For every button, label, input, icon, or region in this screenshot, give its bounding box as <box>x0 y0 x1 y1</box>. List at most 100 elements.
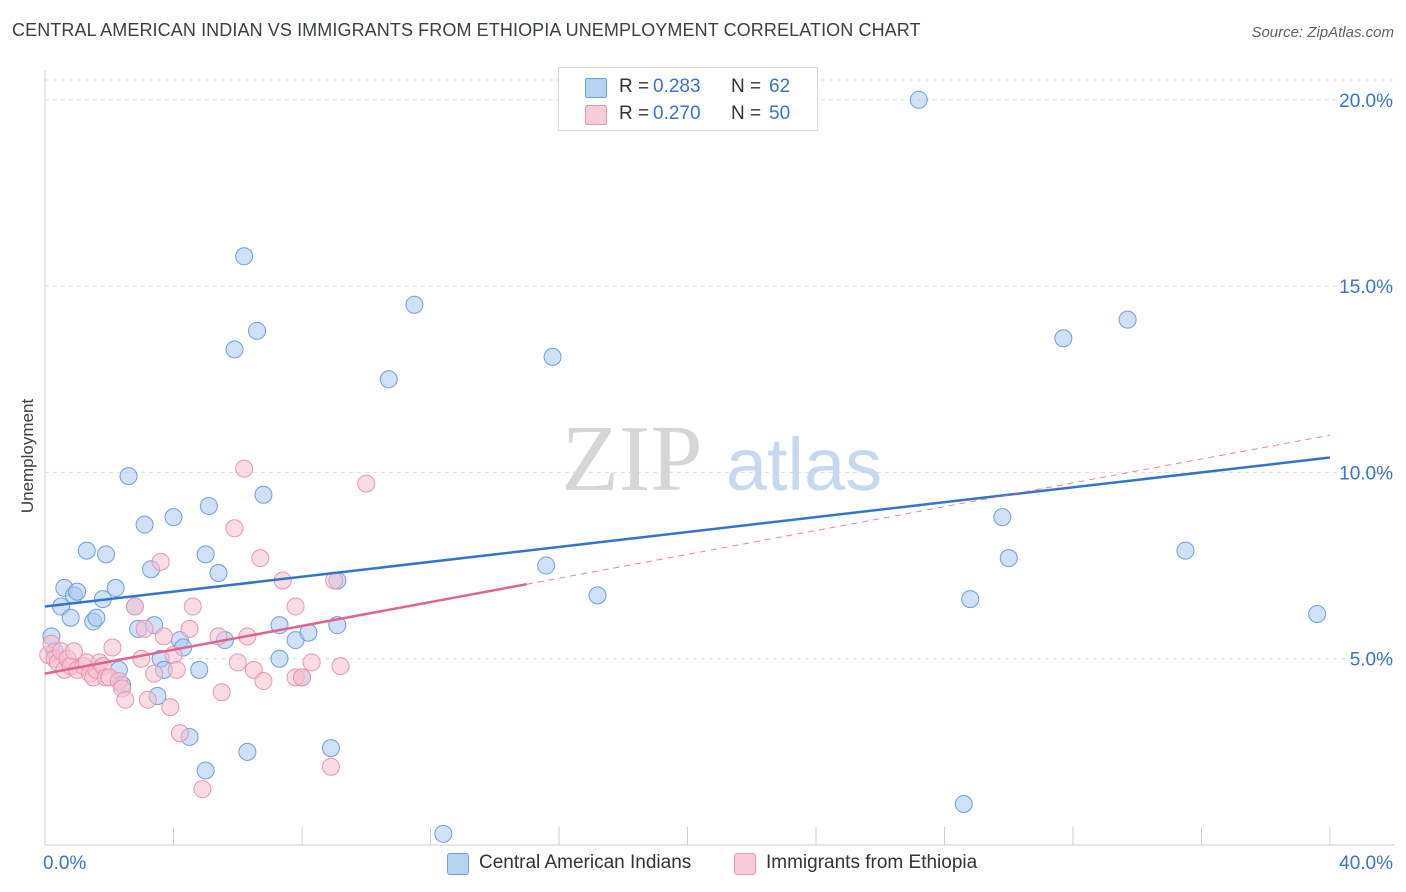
pink-trend-extension <box>526 434 1331 585</box>
blue-point <box>434 824 453 843</box>
legend-r-value: 0.270 <box>653 103 701 124</box>
legend-r-label: R = <box>619 103 650 124</box>
pink-point <box>225 519 244 538</box>
blue-point <box>909 90 928 109</box>
pink-point <box>235 459 254 478</box>
blue-point <box>164 508 183 527</box>
blue-point <box>235 247 254 266</box>
legend-n-label: N = <box>731 76 762 97</box>
y-tick-label: 20.0% <box>1339 91 1393 112</box>
blue-point <box>97 545 116 564</box>
blue-point <box>77 541 96 560</box>
pink-point <box>331 657 350 676</box>
blue-point <box>1176 541 1195 560</box>
blue-point <box>379 370 398 389</box>
legend-n-value: 50 <box>769 103 791 124</box>
blue-point <box>61 608 80 627</box>
legend-r-value: 0.283 <box>653 76 701 97</box>
y-tick-label: 5.0% <box>1350 650 1393 671</box>
axes <box>44 70 1395 846</box>
legend-n-label: N = <box>731 103 762 124</box>
pink-point <box>212 683 231 702</box>
pink-point <box>145 664 164 683</box>
watermark-atlas: atlas <box>726 423 882 506</box>
chart-title: CENTRAL AMERICAN INDIAN VS IMMIGRANTS FR… <box>12 20 921 40</box>
pink-point <box>293 668 311 687</box>
pink-point <box>254 672 273 691</box>
pink-point <box>138 690 157 709</box>
pink-point <box>183 597 202 616</box>
pink-point <box>286 597 305 616</box>
pink-point <box>251 549 270 568</box>
blue-point <box>1308 604 1327 623</box>
blue-point <box>135 515 154 534</box>
pink-point <box>64 642 83 661</box>
pink-point <box>161 698 180 717</box>
pink-point <box>302 653 321 672</box>
y-axis-label: Unemployment <box>18 398 37 514</box>
series-name: Immigrants from Ethiopia <box>766 852 978 873</box>
blue-point <box>1118 310 1137 329</box>
pink-point <box>135 619 154 638</box>
pink-point <box>125 597 144 616</box>
data-points <box>39 90 1327 843</box>
blue-point <box>954 795 973 814</box>
blue-point <box>196 761 215 780</box>
blue-point <box>961 590 980 609</box>
blue-point <box>190 660 209 679</box>
blue-point <box>196 545 215 564</box>
legend-r-label: R = <box>619 76 650 97</box>
trend-lines <box>44 434 1331 675</box>
pink-point <box>151 552 170 571</box>
blue-point <box>254 485 273 504</box>
blue-point <box>199 496 218 515</box>
pink-point <box>180 619 199 638</box>
pink-trend-line <box>44 582 528 675</box>
blue-point <box>1054 329 1073 348</box>
pink-point <box>154 627 173 646</box>
pink-point <box>132 649 151 668</box>
gridlines <box>45 79 1395 660</box>
pink-point <box>357 474 376 493</box>
watermark: ZIP atlas <box>562 407 883 511</box>
source-label: Source: ZipAtlas.com <box>1251 24 1394 41</box>
blue-point <box>588 586 607 605</box>
blue-point <box>238 742 257 761</box>
blue-point <box>543 347 562 366</box>
legend-swatch-pink <box>585 105 607 125</box>
legend-swatch-blue <box>585 78 607 98</box>
blue-point <box>87 608 106 627</box>
y-tick-label: 10.0% <box>1339 463 1393 484</box>
watermark-zip: ZIP <box>562 407 703 511</box>
pink-point <box>170 724 189 743</box>
y-tick-label: 15.0% <box>1339 277 1393 298</box>
pink-point <box>116 690 135 709</box>
series-name: Central American Indians <box>479 852 692 873</box>
blue-point <box>270 649 289 668</box>
pink-point <box>167 660 186 679</box>
series-swatch-pink <box>734 853 756 875</box>
x-tick-label: 0.0% <box>43 853 86 874</box>
pink-point <box>321 757 340 776</box>
blue-point <box>537 556 556 575</box>
blue-point <box>209 564 228 583</box>
x-tick-label: 40.0% <box>1339 853 1393 874</box>
blue-point <box>405 295 424 314</box>
tick-labels: 5.0% 10.0% 15.0% 20.0% 0.0% 40.0% <box>43 91 1393 874</box>
pink-point <box>228 653 247 672</box>
blue-point <box>248 321 267 340</box>
blue-point <box>106 578 125 597</box>
correlation-legend: R = 0.283 N = 62 R = 0.270 N = 50 <box>558 67 818 131</box>
legend-n-value: 62 <box>769 76 791 97</box>
blue-point <box>993 508 1012 527</box>
blue-point <box>68 582 87 601</box>
blue-point <box>999 549 1018 568</box>
blue-trend-line <box>44 456 1331 608</box>
pink-point <box>193 780 212 799</box>
blue-point <box>321 739 340 758</box>
pink-point <box>103 638 122 657</box>
blue-point <box>119 467 138 486</box>
blue-point <box>225 340 244 359</box>
series-swatch-blue <box>447 853 469 875</box>
